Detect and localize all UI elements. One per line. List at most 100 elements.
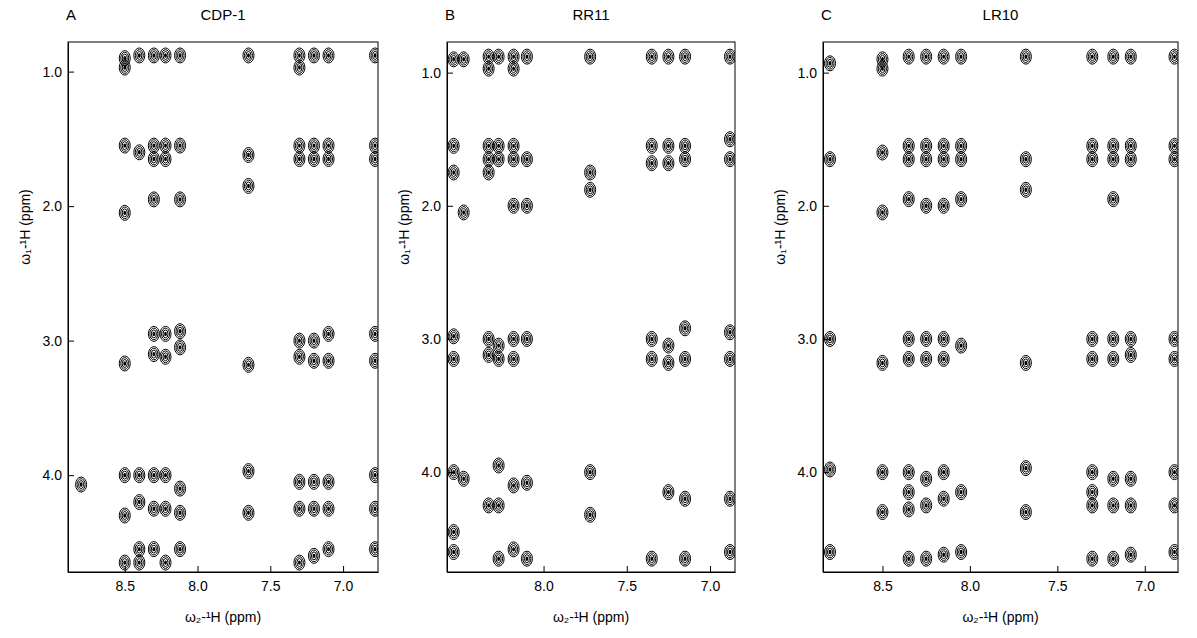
contour-ring xyxy=(508,478,519,493)
contour-core xyxy=(462,210,465,214)
contour-core xyxy=(512,204,515,208)
contour-ring xyxy=(493,551,504,566)
y-tick-mark xyxy=(447,339,453,340)
contour-core xyxy=(650,357,653,361)
peak xyxy=(370,542,378,557)
contour-ring xyxy=(244,359,252,371)
contour-core xyxy=(1129,503,1132,507)
contour-ring xyxy=(448,329,459,344)
contour-ring xyxy=(150,140,158,152)
peak xyxy=(1087,465,1098,480)
contour-core xyxy=(512,54,515,58)
contour-ring xyxy=(663,355,674,370)
y-tick-label: 3.0 xyxy=(43,333,63,349)
peak xyxy=(148,326,159,341)
contour-ring xyxy=(373,155,378,163)
contour-ring xyxy=(493,152,504,167)
peak xyxy=(663,49,674,64)
peak xyxy=(160,468,171,483)
peak xyxy=(493,152,504,167)
contour-ring xyxy=(373,51,378,59)
contour-ring xyxy=(880,65,885,73)
contour-ring xyxy=(246,361,251,369)
contour-core xyxy=(829,550,832,554)
contour-ring xyxy=(150,469,158,481)
contour-ring xyxy=(160,48,171,63)
contour-core xyxy=(1112,157,1115,161)
x-axis: 8.58.07.57.0 xyxy=(69,566,379,594)
contour-ring xyxy=(323,501,334,516)
x-tick-label: 7.5 xyxy=(261,578,281,594)
peak xyxy=(243,505,254,520)
contour-ring xyxy=(1171,51,1178,63)
contour-core xyxy=(138,560,141,564)
peak xyxy=(370,138,378,153)
contour-core xyxy=(1091,144,1094,148)
contour-ring xyxy=(137,471,142,479)
contour-ring xyxy=(1127,349,1135,361)
peak xyxy=(725,351,735,366)
peak xyxy=(646,49,657,64)
contour-core xyxy=(667,343,670,347)
y-tick-mark xyxy=(823,206,829,207)
contour-ring xyxy=(521,551,532,566)
contour-ring xyxy=(163,155,168,163)
contour-ring xyxy=(683,53,688,61)
contour-core xyxy=(452,470,455,474)
contour-ring xyxy=(119,356,130,371)
contour-core xyxy=(925,144,928,148)
y-tick: 2.0 xyxy=(798,198,829,214)
contour-ring xyxy=(508,49,519,64)
contour-ring xyxy=(308,353,319,368)
y-tick-mark xyxy=(823,472,829,473)
contour-ring xyxy=(308,474,319,489)
contour-ring xyxy=(1172,53,1177,61)
contour-ring xyxy=(326,357,331,365)
contour-ring xyxy=(683,555,688,563)
contour-ring xyxy=(666,342,671,350)
contour-core xyxy=(925,157,928,161)
x-tick-label: 8.0 xyxy=(534,578,554,594)
contour-ring xyxy=(906,488,911,496)
y-tick-label: 2.0 xyxy=(798,198,818,214)
contour-ring xyxy=(878,506,886,518)
contour-ring xyxy=(243,48,254,63)
y-tick: 1.0 xyxy=(422,65,453,81)
contour-ring xyxy=(1023,155,1028,163)
contour-ring xyxy=(941,355,946,363)
contour-ring xyxy=(728,53,733,61)
contour-ring xyxy=(297,51,302,59)
contour-ring xyxy=(295,557,303,569)
peak xyxy=(148,192,159,207)
contour-ring xyxy=(906,468,911,476)
contour-ring xyxy=(451,142,456,150)
contour-ring xyxy=(175,542,186,557)
contour-ring xyxy=(728,135,733,143)
peak xyxy=(134,468,145,483)
contour-ring xyxy=(1171,500,1178,512)
contour-ring xyxy=(905,353,913,365)
contour-core xyxy=(907,337,910,341)
contour-ring xyxy=(940,153,948,165)
x-axis: 8.58.07.57.0 xyxy=(824,566,1179,594)
contour-ring xyxy=(1172,501,1177,509)
peak xyxy=(725,491,735,506)
contour-core xyxy=(1091,54,1094,58)
contour-core xyxy=(907,470,910,474)
y-tick-label: 1.0 xyxy=(798,65,818,81)
contour-ring xyxy=(246,182,251,190)
x-axis-line xyxy=(69,572,379,573)
contour-ring xyxy=(1169,498,1178,513)
contour-ring xyxy=(119,205,130,220)
contour-ring xyxy=(938,491,949,506)
contour-ring xyxy=(959,53,964,61)
contour-ring xyxy=(162,153,170,165)
contour-ring xyxy=(308,138,319,153)
contour-ring xyxy=(956,338,967,353)
contour-ring xyxy=(524,479,529,487)
peak xyxy=(663,338,674,353)
contour-ring xyxy=(905,504,913,516)
contour-ring xyxy=(921,551,932,566)
contour-core xyxy=(1173,550,1176,554)
contour-ring xyxy=(956,545,967,560)
